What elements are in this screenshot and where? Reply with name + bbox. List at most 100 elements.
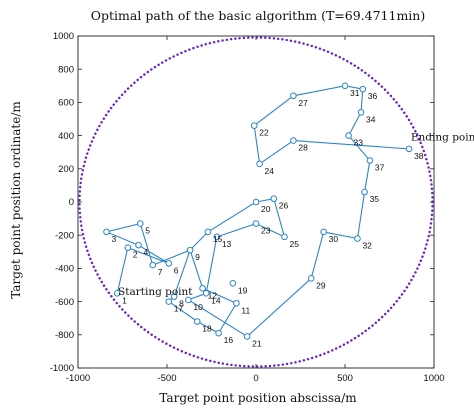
x-tick-label: -500: [157, 373, 176, 384]
boundary-circle: [78, 36, 434, 368]
y-tick-label: 400: [58, 131, 74, 142]
target-point-marker: [199, 285, 206, 292]
y-axis-label: Target point position ordinate/m: [9, 101, 23, 299]
target-point-marker: [186, 246, 194, 254]
target-point-label: 6: [174, 265, 179, 275]
target-point-label: 28: [298, 143, 308, 153]
target-point-label: 33: [354, 138, 364, 148]
target-point-label: 10: [193, 302, 203, 312]
target-point-marker: [233, 299, 240, 307]
target-point-label: 8: [179, 299, 184, 309]
y-tick-label: -200: [55, 230, 74, 241]
target-point-marker: [256, 160, 263, 168]
target-point-label: 25: [289, 239, 299, 249]
y-tick-label: 800: [58, 64, 74, 75]
target-point-label: 27: [298, 98, 308, 108]
target-point-label: 26: [279, 201, 289, 211]
target-point-marker: [103, 228, 110, 236]
target-point-label: 18: [202, 324, 212, 334]
chart-title: Optimal path of the basic algorithm (T=6…: [91, 8, 425, 23]
target-point-label: 31: [350, 88, 360, 98]
target-point-marker: [193, 318, 201, 325]
target-point-marker: [345, 132, 352, 139]
annotation: Ending point: [411, 132, 474, 144]
target-point-label: 1: [122, 295, 127, 305]
target-point-marker: [113, 290, 121, 297]
x-tick-label: 1000: [423, 373, 444, 384]
target-point-label: 23: [261, 226, 271, 236]
target-point-label: 4: [144, 247, 149, 257]
target-point-label: 5: [145, 226, 150, 236]
target-point-marker: [149, 261, 157, 269]
target-point-label: 21: [252, 338, 262, 348]
target-point-marker: [270, 195, 278, 202]
target-point-marker: [124, 244, 132, 251]
target-point-marker: [250, 122, 258, 129]
target-point-marker: [307, 275, 315, 282]
y-tick-label: -400: [55, 264, 74, 275]
target-point-label: 12: [208, 290, 218, 300]
x-axis-label: Target point position abscissa/m: [159, 391, 357, 405]
target-point-label: 34: [366, 114, 376, 124]
x-tick-label: 500: [337, 373, 353, 384]
target-point-marker: [341, 82, 349, 90]
y-tick-label: 1000: [53, 31, 74, 42]
target-point-label: 17: [174, 304, 184, 314]
target-point-marker: [320, 228, 327, 236]
target-point-marker: [361, 188, 368, 196]
target-point-label: 15: [213, 234, 223, 244]
x-tick-label: -1000: [66, 373, 90, 384]
target-point-label: 35: [370, 194, 380, 204]
target-point-marker: [202, 290, 210, 297]
target-point-label: 29: [316, 280, 326, 290]
target-point-marker: [290, 137, 297, 144]
target-point-marker: [252, 220, 260, 227]
target-point-label: 2: [133, 250, 138, 260]
path-line: [104, 85, 410, 338]
target-point-marker: [405, 145, 413, 153]
target-point-label: 9: [195, 252, 200, 262]
target-point-marker: [170, 293, 178, 300]
target-point-label: 19: [238, 285, 248, 295]
target-point-marker: [366, 157, 374, 164]
target-point-marker: [354, 235, 361, 242]
target-point-marker: [135, 241, 142, 249]
target-point-marker: [243, 333, 251, 340]
target-point-label: 7: [158, 267, 163, 277]
target-point-marker: [213, 233, 221, 241]
y-tick-label: 0: [69, 197, 74, 208]
target-point-label: 24: [265, 166, 275, 176]
target-point-label: 20: [261, 204, 271, 214]
target-point-label: 32: [362, 241, 372, 251]
target-point-marker: [137, 220, 144, 227]
target-point-marker: [185, 296, 192, 304]
target-point-marker: [290, 92, 297, 100]
target-point-label: 30: [329, 234, 339, 244]
y-tick-label: -600: [55, 297, 74, 308]
y-tick-label: -800: [55, 330, 74, 341]
target-point-marker: [165, 298, 173, 305]
target-point-label: 22: [259, 128, 269, 138]
y-tick-label: -1000: [50, 363, 74, 374]
target-point-marker: [229, 280, 237, 287]
target-point-marker: [252, 198, 260, 206]
target-point-marker: [215, 329, 222, 337]
annotation: Starting point: [118, 286, 193, 298]
target-point-marker: [357, 109, 365, 116]
target-point-label: 3: [111, 234, 116, 244]
plot-area: -1000 -500 0 500 1000 -1000 -800 -600 -400 -200 0 2…: [50, 31, 474, 384]
target-point-label: 37: [375, 163, 385, 173]
target-point-marker: [165, 260, 173, 267]
target-point-marker: [281, 233, 288, 241]
target-point-label: 38: [414, 151, 424, 161]
target-point-label: 14: [211, 295, 221, 305]
target-point-marker: [359, 85, 367, 93]
y-tick-label: 600: [58, 98, 74, 109]
target-point-label: 36: [368, 91, 378, 101]
target-point-label: 16: [224, 335, 234, 345]
target-point-label: 11: [241, 305, 250, 315]
target-point-marker: [204, 228, 212, 236]
y-tick-label: 200: [58, 164, 74, 175]
